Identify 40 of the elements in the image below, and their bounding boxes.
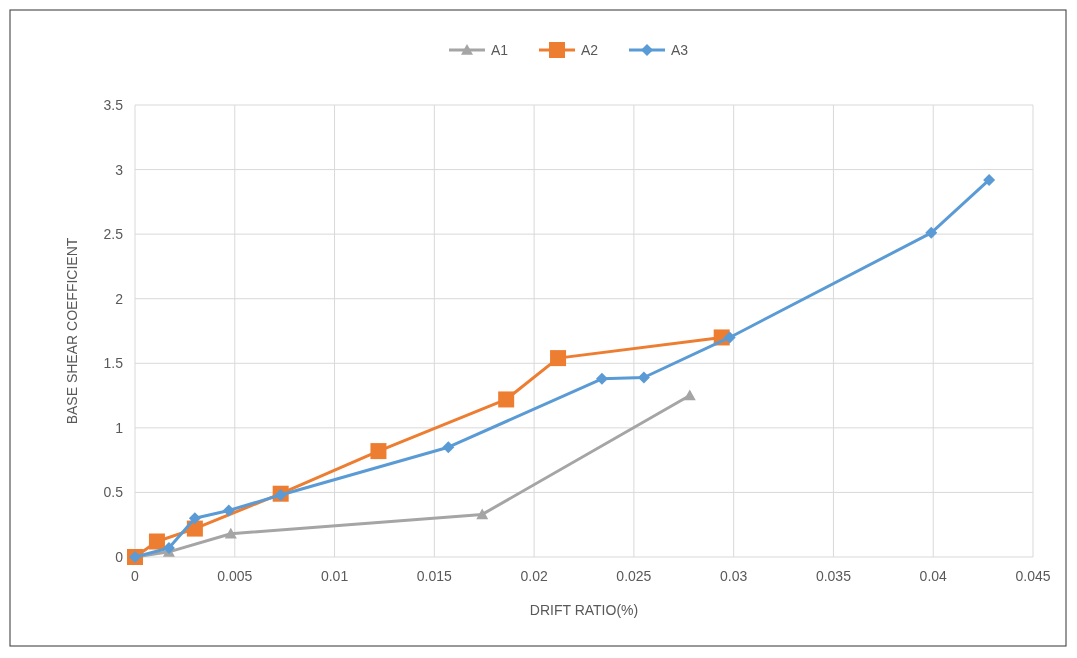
point: [723, 331, 736, 344]
point: [925, 226, 938, 239]
point: [370, 443, 387, 460]
y-tick-label: 0.5: [103, 484, 124, 501]
point: [498, 391, 515, 408]
point: [188, 512, 201, 525]
point: [637, 371, 650, 384]
x-tick-label: 0.005: [217, 568, 253, 584]
point: [442, 441, 455, 454]
point: [162, 541, 175, 554]
y-tick-label: 1: [115, 419, 124, 436]
point: [476, 508, 489, 520]
y-axis-title: BASE SHEAR COEFFICIENT: [64, 237, 80, 425]
y-tick-label: 3.5: [103, 97, 124, 113]
x-tick-label: 0.03: [720, 568, 748, 584]
x-tick-label: 0.015: [416, 568, 453, 584]
point: [224, 527, 237, 539]
y-tick-label: 0: [115, 549, 124, 565]
point: [683, 389, 696, 401]
point: [595, 372, 608, 385]
legend-label: A2: [581, 42, 599, 58]
x-tick-label: 0.025: [616, 568, 652, 584]
x-tick-label: 0.02: [520, 568, 548, 584]
point: [148, 533, 165, 550]
point: [274, 489, 287, 502]
point: [550, 350, 567, 367]
x-tick-label: 0.04: [919, 568, 948, 584]
x-tick-label: 0.01: [320, 568, 349, 584]
legend-label: A1: [491, 42, 509, 58]
y-tick-label: 1.5: [103, 355, 124, 372]
x-tick-label: 0: [131, 568, 140, 584]
y-tick-label: 2.5: [103, 226, 124, 243]
x-tick-label: 0.045: [1015, 568, 1051, 584]
point: [983, 173, 996, 186]
legend-label: A3: [671, 42, 689, 58]
point: [222, 504, 235, 517]
y-tick-label: 3: [115, 161, 124, 178]
x-tick-label: 0.035: [815, 568, 852, 584]
y-tick-label: 2: [115, 290, 124, 307]
x-axis-title: DRIFT RATIO(%): [529, 602, 639, 618]
